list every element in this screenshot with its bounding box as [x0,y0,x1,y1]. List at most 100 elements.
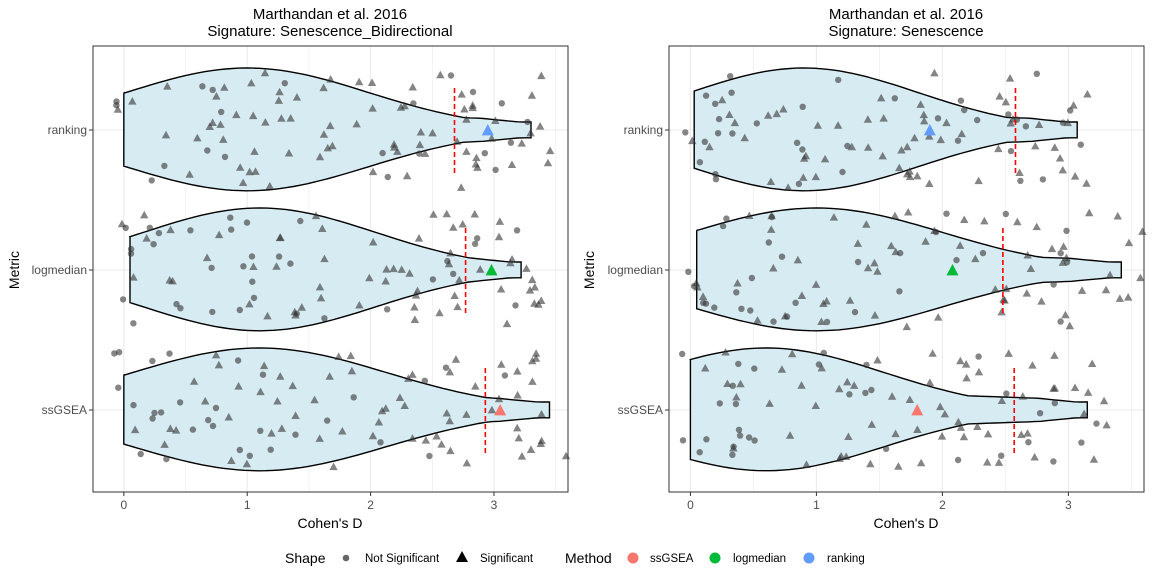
scatter-point [920,116,929,125]
scatter-point [286,114,295,122]
scatter-point [157,409,165,416]
scatter-point [368,431,378,440]
scatter-point [823,318,831,326]
scatter-point [457,90,466,98]
scatter-point [199,83,206,90]
scatter-point [983,429,993,438]
scatter-point [384,306,391,313]
x-tick-label: 0 [687,498,694,512]
scatter-point [913,171,922,180]
legend-shape-label: Not Significant [365,553,440,565]
scatter-point [733,278,742,287]
scatter-point [735,360,742,368]
scatter-point [733,289,740,296]
scatter-point [925,132,934,140]
scatter-point [936,135,945,144]
scatter-point [974,176,983,185]
scatter-point [494,394,504,403]
scatter-point [974,367,984,376]
scatter-point [235,163,245,171]
scatter-point [498,100,505,107]
scatter-point [410,315,420,323]
scatter-point [732,392,741,401]
scatter-point [408,82,417,91]
scatter-point [513,227,521,234]
scatter-point [205,416,212,424]
scatter-point [765,239,772,246]
scatter-point [368,167,378,176]
scatter-point [795,180,803,188]
scatter-point [450,291,459,300]
scatter-point [319,83,328,92]
scatter-point [701,363,710,372]
scatter-point [1032,222,1041,231]
scatter-point [365,273,374,282]
scatter-point [453,302,462,311]
scatter-point [730,443,737,450]
scatter-point [346,351,355,360]
scatter-point [246,452,253,459]
scatter-point [770,318,777,325]
scatter-point [328,141,337,150]
scatter-point [267,429,276,437]
scatter-point [817,363,826,372]
scatter-point [957,129,966,138]
scatter-point [445,416,454,425]
scatter-point [292,93,302,101]
scatter-point [1037,297,1046,305]
scatter-point [820,349,827,357]
scatter-point [236,446,243,454]
scatter-point [452,137,462,145]
panel-senescence: Marthandan et al. 2016 Signature: Senesc… [581,6,1147,531]
scatter-point [1070,383,1080,392]
scatter-point [921,237,930,245]
scatter-point [243,219,251,226]
scatter-point [1034,120,1044,129]
scatter-point [980,216,989,225]
scatter-point [528,356,537,365]
scatter-point [292,431,299,438]
scatter-point [961,106,968,114]
scatter-point [449,223,458,231]
scatter-point [384,173,391,181]
scatter-point [248,253,256,260]
scatter-point [219,135,228,143]
method-point-logmedian [485,264,498,276]
scatter-point [1138,227,1147,235]
scatter-point [839,168,846,176]
scatter-point [462,147,471,155]
scatter-point [919,110,929,119]
scatter-point [220,83,229,91]
scatter-point [870,258,879,267]
scatter-point [862,220,871,228]
scatter-point [1057,250,1064,257]
scatter-point [957,97,965,104]
scatter-point [444,259,454,268]
scatter-point [1018,392,1027,400]
scatter-point [245,167,254,176]
scatter-point [410,100,417,107]
scatter-point [281,80,288,87]
scatter-point [137,450,144,458]
scatter-point [1061,310,1070,319]
scatter-point [902,322,911,331]
scatter-point [953,256,960,264]
scatter-point [736,432,744,439]
scatter-point [208,264,215,272]
scatter-point [1002,284,1011,293]
scatter-point [171,426,181,434]
scatter-point [274,96,284,104]
scatter-point [530,299,539,307]
scatter-point [902,142,912,151]
scatter-point [242,459,252,468]
scatter-point [354,77,364,86]
scatter-point [318,224,327,232]
scatter-point [273,396,282,405]
scatter-point [994,144,1003,153]
scatter-point [943,210,950,217]
scatter-point [436,70,445,79]
scatter-point [526,128,535,137]
scatter-point [1065,321,1075,330]
scatter-point [211,350,221,359]
scatter-point [891,95,898,102]
